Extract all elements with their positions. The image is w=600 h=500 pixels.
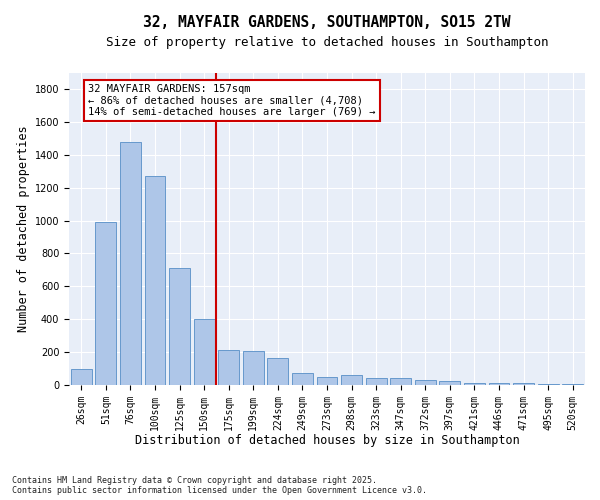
Bar <box>268 358 289 385</box>
Y-axis label: Number of detached properties: Number of detached properties <box>17 126 31 332</box>
Bar <box>439 381 460 385</box>
Bar <box>538 384 559 385</box>
Bar <box>341 375 362 385</box>
Bar <box>390 378 411 385</box>
Bar <box>71 368 92 385</box>
Text: Contains HM Land Registry data © Crown copyright and database right 2025.
Contai: Contains HM Land Registry data © Crown c… <box>12 476 427 495</box>
Bar <box>317 377 337 385</box>
Bar <box>194 319 215 385</box>
Bar <box>120 142 141 385</box>
Bar <box>95 222 116 385</box>
Bar <box>169 268 190 385</box>
Bar <box>513 384 534 385</box>
Bar <box>292 372 313 385</box>
Bar <box>218 350 239 385</box>
Bar <box>562 384 583 385</box>
X-axis label: Distribution of detached houses by size in Southampton: Distribution of detached houses by size … <box>134 434 520 447</box>
Bar <box>488 384 509 385</box>
Text: Size of property relative to detached houses in Southampton: Size of property relative to detached ho… <box>106 36 548 49</box>
Bar <box>243 352 264 385</box>
Bar <box>145 176 166 385</box>
Text: 32 MAYFAIR GARDENS: 157sqm
← 86% of detached houses are smaller (4,708)
14% of s: 32 MAYFAIR GARDENS: 157sqm ← 86% of deta… <box>88 84 376 117</box>
Bar <box>415 380 436 385</box>
Bar <box>464 382 485 385</box>
Text: 32, MAYFAIR GARDENS, SOUTHAMPTON, SO15 2TW: 32, MAYFAIR GARDENS, SOUTHAMPTON, SO15 2… <box>143 15 511 30</box>
Bar <box>365 378 386 385</box>
